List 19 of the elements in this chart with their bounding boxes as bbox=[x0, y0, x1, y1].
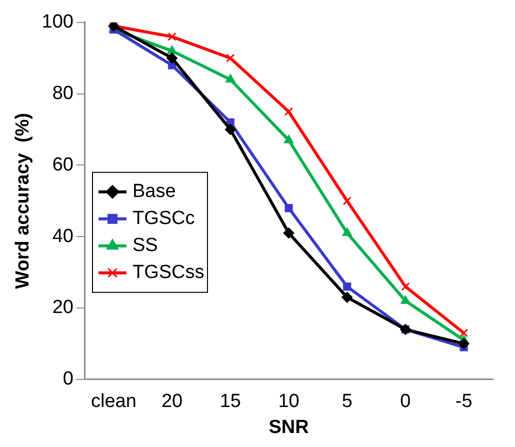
y-tick-label: 80 bbox=[52, 83, 74, 104]
y-tick-label: 40 bbox=[52, 226, 74, 247]
y-tick-label: 20 bbox=[52, 297, 74, 318]
x-tick-label: 5 bbox=[342, 391, 352, 412]
legend-label: Base bbox=[132, 181, 176, 202]
y-axis-title: Word accuracy (%) bbox=[12, 112, 34, 289]
y-tick-label: 0 bbox=[62, 368, 74, 390]
x-tick-label: -5 bbox=[455, 391, 472, 412]
x-tick-label: 20 bbox=[161, 391, 183, 412]
x-tick-label: 15 bbox=[220, 391, 241, 412]
y-tick-label: 60 bbox=[52, 154, 74, 176]
legend-label: TGSCss bbox=[132, 262, 204, 284]
legend-label: TGSCc bbox=[132, 208, 195, 230]
x-tick-label: 10 bbox=[278, 391, 300, 412]
legend-label: SS bbox=[132, 235, 158, 256]
x-tick-label: 0 bbox=[400, 391, 411, 412]
y-tick-label: 100 bbox=[42, 12, 74, 33]
x-axis-title: SNR bbox=[268, 416, 310, 438]
x-tick-label: clean bbox=[90, 391, 136, 412]
